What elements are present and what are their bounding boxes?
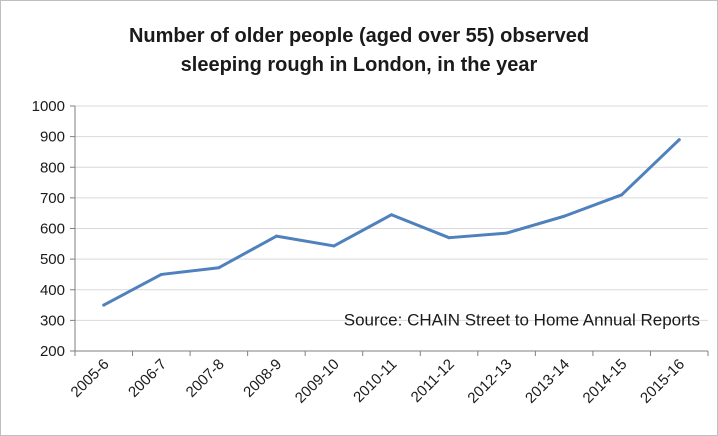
y-tick-label: 700 (40, 190, 65, 207)
data-point (159, 272, 163, 276)
x-tick-label: 2015-16 (637, 356, 688, 407)
axes (70, 105, 709, 356)
gridlines (75, 105, 708, 352)
y-tick-label: 200 (40, 343, 65, 360)
chart-title: Number of older people (aged over 55) ob… (0, 22, 718, 80)
y-tick-label: 400 (40, 282, 65, 299)
y-tick-label: 500 (40, 251, 65, 268)
y-tick-label: 300 (40, 312, 65, 329)
data-point (274, 234, 278, 238)
data-point (390, 213, 393, 217)
series-group (102, 138, 681, 307)
data-point (217, 266, 221, 270)
chart-title-line2: sleeping rough in London, in the year (180, 54, 538, 76)
data-point (447, 236, 451, 240)
y-tick-label: 1000 (32, 98, 65, 115)
x-tick-label: 2007-8 (183, 356, 228, 401)
x-tick-label: 2014-15 (580, 356, 631, 407)
data-point (562, 214, 566, 218)
y-tick-label: 800 (40, 159, 65, 176)
chart-title-line1: Number of older people (aged over 55) ob… (128, 25, 590, 47)
data-point (102, 303, 106, 307)
series-line-0 (102, 138, 681, 307)
data-point (332, 244, 336, 248)
x-tick-label: 2006-7 (125, 356, 170, 401)
source-annotation: Source: CHAIN Street to Home Annual Repo… (344, 310, 700, 329)
data-point (505, 231, 509, 235)
x-axis-ticks: 2005-6 2006-7 2007-8 2008-9 2009-10 2010-11 20… (68, 356, 689, 407)
data-point (677, 138, 681, 142)
y-axis-ticks: 200 300 400 500 600 700 800 900 1000 (32, 98, 65, 360)
x-tick-label: 2013-14 (522, 356, 573, 407)
x-tick-label: 2005-6 (68, 356, 113, 401)
data-point (620, 193, 624, 197)
x-tick-label: 2008-9 (240, 356, 285, 401)
x-tick-label: 2009-10 (292, 356, 343, 407)
x-tick-label: 2011-12 (408, 356, 458, 406)
y-tick-label: 600 (40, 221, 65, 238)
x-tick-label: 2012-13 (464, 356, 515, 407)
y-tick-label: 900 (40, 129, 65, 146)
x-tick-label: 2010-11 (350, 356, 400, 406)
